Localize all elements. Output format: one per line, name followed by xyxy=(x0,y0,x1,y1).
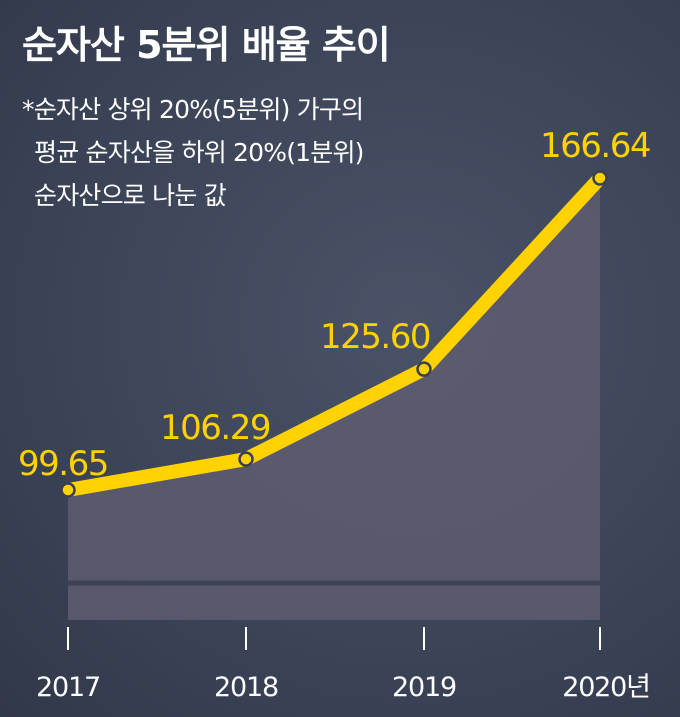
data-point-2018 xyxy=(238,451,254,467)
x-axis: 2017 2018 2019 2020년 xyxy=(36,627,651,703)
chart-note-line-3: 순자산으로 나눈 값 xyxy=(34,181,227,210)
series-line xyxy=(61,171,607,497)
data-label-2019: 125.60 xyxy=(320,317,430,357)
x-tick-label-2018: 2018 xyxy=(214,672,278,703)
data-point-2019 xyxy=(416,361,432,377)
x-tick-label-2019: 2019 xyxy=(392,672,456,703)
chart-note-line-1: *순자산 상위 20%(5분위) 가구의 xyxy=(22,95,364,124)
line-layer xyxy=(60,170,608,498)
chart-note-line-2: 평균 순자산을 하위 20%(1분위) xyxy=(34,138,364,167)
area-fill xyxy=(68,178,600,620)
area-layer xyxy=(68,178,600,620)
chart-title: 순자산 5분위 배율 추이 xyxy=(22,23,391,67)
data-point-2017 xyxy=(60,482,76,498)
data-point-2020년 xyxy=(592,170,608,186)
x-tick-label-2017: 2017 xyxy=(36,672,100,703)
chart-note: *순자산 상위 20%(5분위) 가구의 평균 순자산을 하위 20%(1분위)… xyxy=(22,88,502,217)
data-label-2020년: 166.64 xyxy=(540,126,650,166)
label-layer: 99.65 106.29 125.60 166.64 xyxy=(18,126,651,484)
data-label-2017: 99.65 xyxy=(18,444,108,484)
x-tick-label-2020년: 2020년 xyxy=(562,672,650,703)
data-label-2018: 106.29 xyxy=(160,408,270,448)
